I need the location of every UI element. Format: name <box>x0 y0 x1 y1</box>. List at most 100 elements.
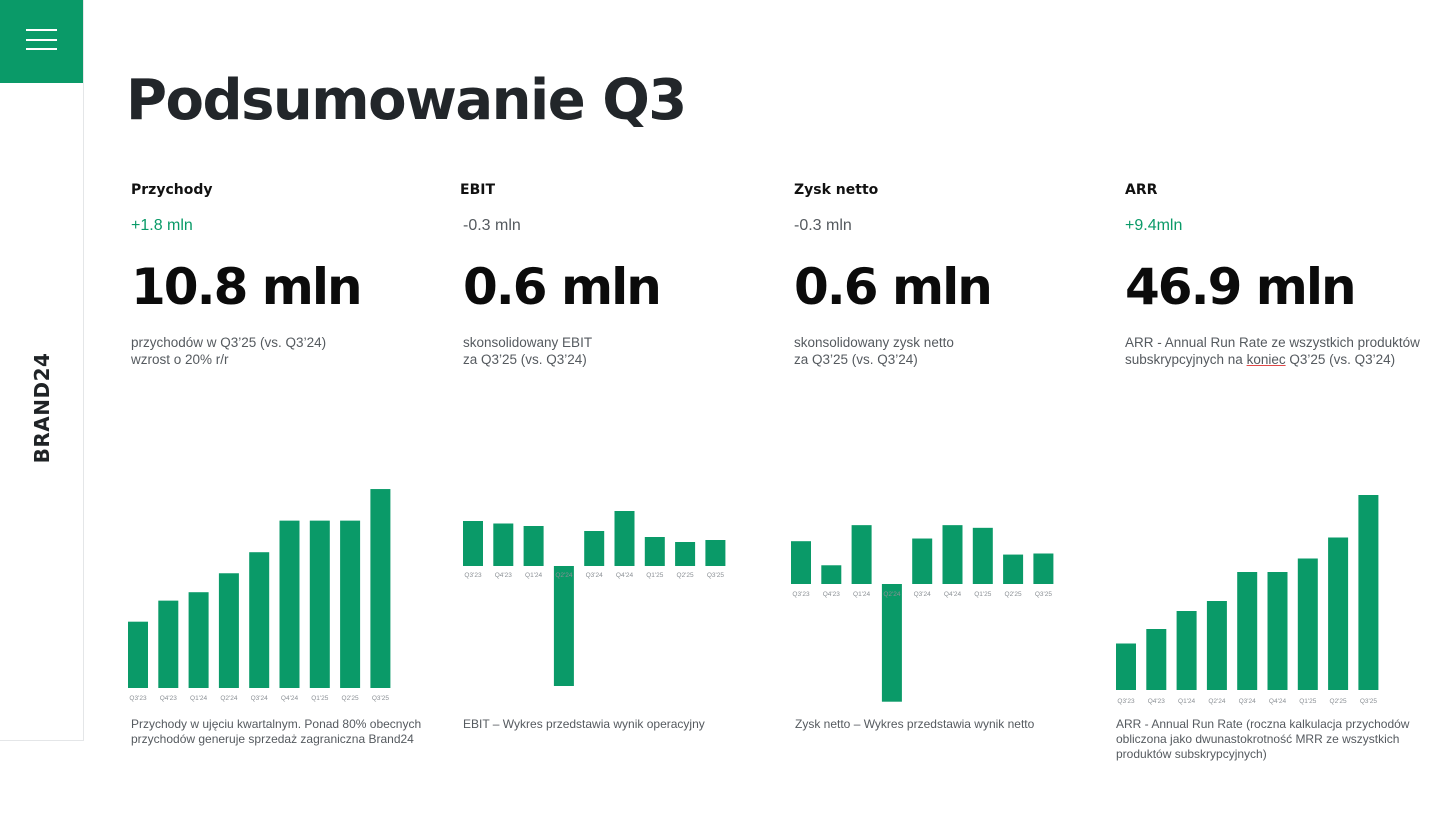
bar-Q324 <box>249 552 270 688</box>
tick-label: Q1'25 <box>646 572 664 579</box>
bar-Q124 <box>851 525 872 584</box>
tick-label: Q4'24 <box>944 591 962 598</box>
chart-przychody: Q3'23 Q4'23 Q1'24 Q2'24 Q3'24 Q4'24 Q1'25 Q2'25… <box>128 489 391 702</box>
bar-Q225 <box>1328 537 1349 690</box>
chart-caption-przychody: Przychody w ujęciu kwartalnym. Ponad 80%… <box>131 717 422 746</box>
kpi-delta: -0.3 mln <box>794 217 852 234</box>
bar-Q323 <box>128 621 148 688</box>
kpi-ebit: EBIT -0.3 mln 0.6 mln skonsolidowany EBI… <box>460 182 760 367</box>
kpi-description: skonsolidowany EBIT za Q3’25 (vs. Q3’24) <box>463 335 593 367</box>
tick-label: Q3'25 <box>1360 698 1378 705</box>
kpi-label: EBIT <box>460 182 495 198</box>
bar-Q324 <box>1237 572 1258 690</box>
chart-caption-zysk-netto: Zysk netto – Wykres przedstawia wynik ne… <box>795 717 1035 731</box>
tick-label: Q1'25 <box>1299 698 1317 705</box>
tick-label: Q1'24 <box>525 572 543 579</box>
hamburger-menu-icon[interactable] <box>0 0 83 83</box>
bar-Q323 <box>463 521 483 566</box>
bar-Q423 <box>493 523 514 566</box>
bar-Q125 <box>644 537 665 566</box>
tick-label: Q4'24 <box>616 572 634 579</box>
kpi-delta: -0.3 mln <box>463 217 521 234</box>
bar-Q125 <box>972 527 993 584</box>
tick-label: Q1'24 <box>190 695 208 702</box>
bar-Q225 <box>675 542 696 566</box>
bar-Q325 <box>1358 495 1379 690</box>
tick-label: Q3'24 <box>914 591 932 598</box>
bar-Q124 <box>1176 611 1197 690</box>
bar-Q224 <box>881 584 902 702</box>
tick-label: Q4'24 <box>281 695 299 702</box>
chart-zysk-netto: Q3'23 Q4'23 Q1'24 Q2'24 Q3'24 Q4'24 Q1'25 Q2'25… <box>791 525 1054 702</box>
tick-label: Q4'23 <box>495 572 513 579</box>
kpi-description: ARR - Annual Run Rate ze wszystkich prod… <box>1125 335 1420 367</box>
bar-Q424 <box>942 525 963 584</box>
bar-Q324 <box>584 531 605 566</box>
kpi-przychody: Przychody +1.8 mln 10.8 mln przychodów w… <box>131 182 431 367</box>
tick-label: Q3'23 <box>464 572 482 579</box>
tick-label: Q2'25 <box>1005 591 1023 598</box>
page-title: Podsumowanie Q3 <box>126 68 687 133</box>
tick-label: Q3'25 <box>1035 591 1053 598</box>
bar-Q423 <box>158 600 179 688</box>
kpi-description: skonsolidowany zysk netto za Q3’25 (vs. … <box>794 335 954 367</box>
tick-label: Q3'23 <box>1117 698 1135 705</box>
chart-caption-ebit: EBIT – Wykres przedstawia wynik operacyj… <box>463 717 705 731</box>
kpi-arr: ARR +9.4mln 46.9 mln ARR - Annual Run Ra… <box>1125 182 1425 367</box>
chart-arr: Q3'23 Q4'23 Q1'24 Q2'24 Q3'24 Q4'24 Q1'25 Q2'25… <box>1116 495 1379 705</box>
bar-Q424 <box>1267 572 1288 690</box>
tick-label: Q2'25 <box>1330 698 1348 705</box>
bar-Q224 <box>1206 601 1227 690</box>
kpi-value: 0.6 mln <box>463 258 662 316</box>
kpi-delta: +1.8 mln <box>131 217 193 234</box>
tick-label: Q3'25 <box>372 695 390 702</box>
tick-label: Q1'25 <box>974 591 992 598</box>
kpi-label: ARR <box>1125 182 1158 198</box>
bar-Q423 <box>821 565 842 584</box>
bar-Q423 <box>1146 629 1167 690</box>
tick-label: Q3'25 <box>707 572 725 579</box>
tick-label: Q3'23 <box>792 591 810 598</box>
kpi-value: 46.9 mln <box>1125 258 1357 316</box>
tick-label: Q3'23 <box>129 695 147 702</box>
bar-Q325 <box>1033 553 1054 584</box>
tick-label: Q2'24 <box>883 591 901 598</box>
bar-Q424 <box>614 511 635 566</box>
chart-caption-arr: ARR - Annual Run Rate (roczna kalkulacja… <box>1116 717 1410 761</box>
tick-label: Q4'23 <box>1148 698 1166 705</box>
tick-label: Q2'25 <box>677 572 695 579</box>
chart-ebit: Q3'23 Q4'23 Q1'24 Q2'24 Q3'24 Q4'24 Q1'25 Q2'25… <box>463 511 726 686</box>
bar-Q323 <box>1116 643 1136 690</box>
bar-Q224 <box>553 566 574 686</box>
bar-Q323 <box>791 541 811 584</box>
bar-Q224 <box>218 573 239 688</box>
kpi-value: 0.6 mln <box>794 258 993 316</box>
tick-label: Q3'24 <box>251 695 269 702</box>
tick-label: Q2'24 <box>220 695 238 702</box>
tick-label: Q1'24 <box>1178 698 1196 705</box>
bar-Q125 <box>309 520 330 688</box>
tick-label: Q4'23 <box>160 695 178 702</box>
kpi-delta: +9.4mln <box>1125 217 1183 234</box>
kpi-label: Zysk netto <box>794 182 879 198</box>
tick-label: Q2'24 <box>555 572 573 579</box>
bar-Q124 <box>188 592 209 688</box>
tick-label: Q3'24 <box>1239 698 1257 705</box>
bar-Q125 <box>1297 558 1318 690</box>
bar-Q325 <box>705 540 726 566</box>
kpi-description: przychodów w Q3’25 (vs. Q3’24) wzrost o … <box>131 335 327 367</box>
kpi-zysk-netto: Zysk netto -0.3 mln 0.6 mln skonsolidowa… <box>794 182 1094 367</box>
bar-Q325 <box>370 489 391 688</box>
tick-label: Q2'25 <box>342 695 360 702</box>
bar-Q424 <box>279 520 300 688</box>
tick-label: Q4'23 <box>823 591 841 598</box>
tick-label: Q4'24 <box>1269 698 1287 705</box>
sidebar: BRAND24 <box>0 0 84 741</box>
bar-Q324 <box>912 538 933 584</box>
bar-Q124 <box>523 526 544 566</box>
bar-Q225 <box>340 520 361 688</box>
brand-logo: BRAND24 <box>30 352 54 464</box>
tick-label: Q1'24 <box>853 591 871 598</box>
tick-label: Q2'24 <box>1208 698 1226 705</box>
bar-Q225 <box>1003 554 1024 584</box>
